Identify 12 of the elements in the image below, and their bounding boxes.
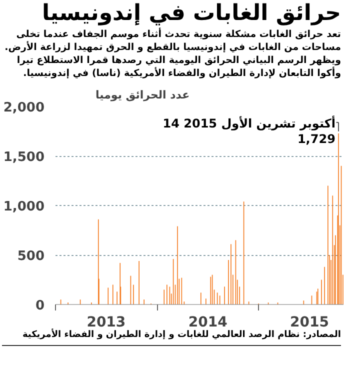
y-tick-label: 1,000	[3, 200, 45, 215]
x-tick-label: 2015	[290, 314, 330, 331]
y-axis-title: عدد الحرائق يوميا	[96, 88, 190, 102]
y-tick-label: 1,500	[3, 150, 45, 166]
text: المصادر: نظام الرصد العالمي للغابات و إدارة الطيران و الفضاء الأمريكية	[22, 329, 341, 342]
chart-title: حرائق الغابات في إندونيسيا	[41, 0, 341, 28]
chart-subtitle: تعد حرائق الغابات مشكلة سنوية تحدث أثناء موسم الجفاف عندما تخلى مساحات من الغابات في إندونيسيا بالقطع و الحرق تمهيدا لزراعة الأرض. ويظهر الرسم البياني الحرائق اليومية التي رصدها قمرا الاستطلاع تيرا وأكوا التابعان لإدارة الطيران والفضاء الأمريكية (ناسا) في إندونيسيا.	[4, 28, 341, 80]
y-tick-label: 2,000	[3, 100, 45, 116]
y-tick-label: 0	[35, 298, 44, 314]
y-tick-label: 500	[17, 249, 45, 264]
x-tick-label: 2014	[188, 314, 228, 331]
x-tick-label: 2013	[86, 314, 126, 331]
